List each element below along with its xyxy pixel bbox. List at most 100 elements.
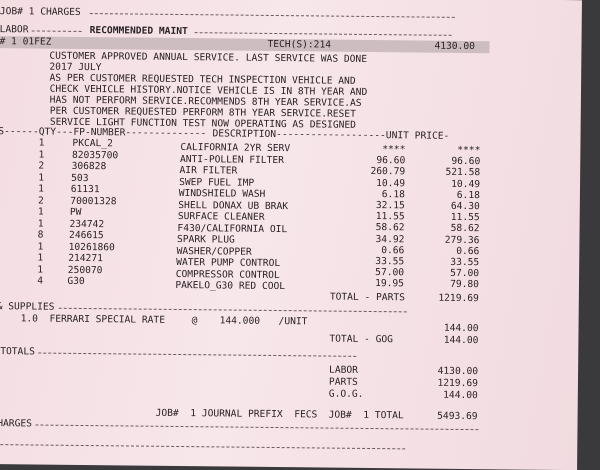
part-number: 70001328 bbox=[70, 195, 116, 206]
supplies-at: @ bbox=[192, 315, 198, 326]
part-qty: 1 bbox=[27, 264, 43, 275]
invoice-paper: JOB# 1 CHARGES LABOR RECOMMENDED MAINT #… bbox=[0, 0, 582, 470]
extended-price: 96.60 bbox=[418, 156, 480, 168]
extended-price: 64.30 bbox=[418, 200, 480, 212]
unit-price: 96.60 bbox=[343, 155, 405, 167]
part-number: 246615 bbox=[69, 230, 104, 241]
part-qty: 1 bbox=[28, 218, 44, 229]
job-total: 5493.69 bbox=[416, 410, 478, 422]
part-description: CALIFORNIA 2YR SERV bbox=[180, 142, 290, 154]
supplies-rate: 144.000 bbox=[220, 315, 261, 326]
unit-price: 10.49 bbox=[343, 177, 405, 189]
part-qty: 2 bbox=[28, 195, 44, 206]
part-qty: 1 bbox=[28, 183, 44, 194]
part-qty: 1 bbox=[28, 206, 44, 217]
extended-price: 11.55 bbox=[418, 212, 480, 224]
part-qty: 1 bbox=[28, 172, 44, 183]
divider bbox=[35, 425, 478, 431]
unit-price: 11.55 bbox=[343, 211, 405, 223]
part-description: COMPRESSOR CONTROL bbox=[176, 268, 280, 280]
unit-price: 0.66 bbox=[342, 245, 404, 257]
part-description: ANTI-POLLEN FILTER bbox=[180, 153, 284, 165]
job-line: # 1 01FEZ bbox=[0, 36, 52, 48]
total-gog: 144.00 bbox=[416, 334, 478, 346]
part-description: PAKELO_G30 RED COOL bbox=[175, 280, 285, 292]
labor-label: LABOR bbox=[0, 24, 29, 35]
story-line: 2017 JULY bbox=[49, 62, 101, 74]
divider bbox=[195, 32, 452, 36]
unit-price: 58.62 bbox=[343, 222, 405, 234]
total-label: G.O.G. bbox=[329, 389, 364, 400]
part-qty: 2 bbox=[28, 160, 44, 171]
part-number: G30 bbox=[67, 276, 84, 287]
part-number: 82035700 bbox=[72, 149, 118, 160]
unit-price: 6.18 bbox=[343, 189, 405, 201]
labor-amount: 4130.00 bbox=[434, 41, 475, 52]
supplies-label: & SUPPLIES bbox=[0, 301, 55, 313]
part-description: AIR FILTER bbox=[179, 165, 237, 177]
supplies-amount: 144.00 bbox=[416, 322, 478, 334]
part-description: F430/CALIFORNIA OIL bbox=[177, 222, 287, 234]
unit-price: 34.92 bbox=[342, 233, 404, 245]
total-label: LABOR bbox=[329, 365, 358, 376]
charges-label: CHARGES bbox=[0, 418, 32, 429]
section-title: RECOMMENDED MAINT bbox=[90, 25, 188, 37]
tech-number: TECH(S):214 bbox=[267, 39, 331, 51]
unit-price: 19.95 bbox=[342, 278, 404, 290]
total-value: 1219.69 bbox=[416, 377, 478, 389]
part-number: 234742 bbox=[69, 218, 104, 229]
part-number: 503 bbox=[71, 172, 88, 183]
part-qty: 1 bbox=[27, 241, 43, 252]
supplies-line: 1.0 FERRARI SPECIAL RATE bbox=[21, 313, 166, 326]
part-qty: 1 bbox=[27, 252, 43, 263]
part-description: SURFACE CLEANER bbox=[178, 211, 265, 223]
job-total-label: JOB# 1 TOTAL bbox=[329, 410, 404, 422]
extended-price: 6.18 bbox=[418, 189, 480, 201]
unit-price: 260.79 bbox=[343, 166, 405, 178]
part-number: PW bbox=[70, 207, 82, 218]
unit-price: 57.00 bbox=[342, 267, 404, 279]
divider bbox=[32, 30, 82, 32]
part-number: PKCAL_2 bbox=[72, 138, 113, 149]
part-number: 61131 bbox=[71, 184, 100, 195]
part-qty: 1 bbox=[28, 137, 44, 148]
total-gog-label: TOTAL - GOG bbox=[329, 334, 393, 346]
part-description: SPARK PLUG bbox=[177, 234, 235, 246]
unit-price: 32.15 bbox=[343, 200, 405, 212]
extended-price: **** bbox=[418, 144, 480, 156]
extended-price: 10.49 bbox=[418, 178, 480, 190]
divider bbox=[90, 13, 455, 18]
extended-price: 58.62 bbox=[418, 223, 480, 235]
divider bbox=[0, 444, 405, 449]
total-value: 144.00 bbox=[416, 389, 478, 401]
journal-prefix: JOB# 1 JOURNAL PREFIX FECS bbox=[156, 408, 318, 421]
extended-price: 33.55 bbox=[417, 256, 479, 268]
unit-price: **** bbox=[343, 144, 405, 156]
part-number: 214271 bbox=[68, 253, 103, 264]
parts-header-desc: DESCRIPTION-------------------UNIT PRICE… bbox=[212, 128, 449, 141]
part-number: 10261860 bbox=[69, 241, 115, 252]
total-parts: 1219.69 bbox=[417, 292, 479, 304]
part-description: SHELL DONAX UB BRAK bbox=[178, 199, 288, 211]
extended-price: 0.66 bbox=[417, 245, 479, 257]
supplies-unit: /UNIT bbox=[279, 316, 308, 327]
total-label: PARTS bbox=[329, 377, 358, 388]
part-number: 306828 bbox=[72, 161, 107, 172]
divider bbox=[38, 353, 356, 357]
part-qty: 1 bbox=[28, 149, 44, 160]
part-description: WASHER/COPPER bbox=[177, 245, 252, 257]
part-description: WATER PUMP CONTROL bbox=[176, 257, 280, 269]
job-charges: JOB# 1 CHARGES bbox=[0, 6, 81, 18]
part-number: 250070 bbox=[68, 264, 103, 275]
divider bbox=[59, 308, 407, 313]
part-description: SWEP FUEL IMP bbox=[179, 176, 254, 188]
part-description: WINDSHIELD WASH bbox=[179, 188, 266, 200]
part-qty: 8 bbox=[27, 229, 43, 240]
extended-price: 279.36 bbox=[417, 234, 479, 246]
totals-label: TOTALS bbox=[0, 346, 35, 357]
total-value: 4130.00 bbox=[416, 365, 478, 377]
unit-price: 33.55 bbox=[342, 256, 404, 268]
extended-price: 57.00 bbox=[417, 268, 479, 280]
extended-price: 79.80 bbox=[417, 279, 479, 291]
total-parts-label: TOTAL - PARTS bbox=[330, 292, 405, 304]
